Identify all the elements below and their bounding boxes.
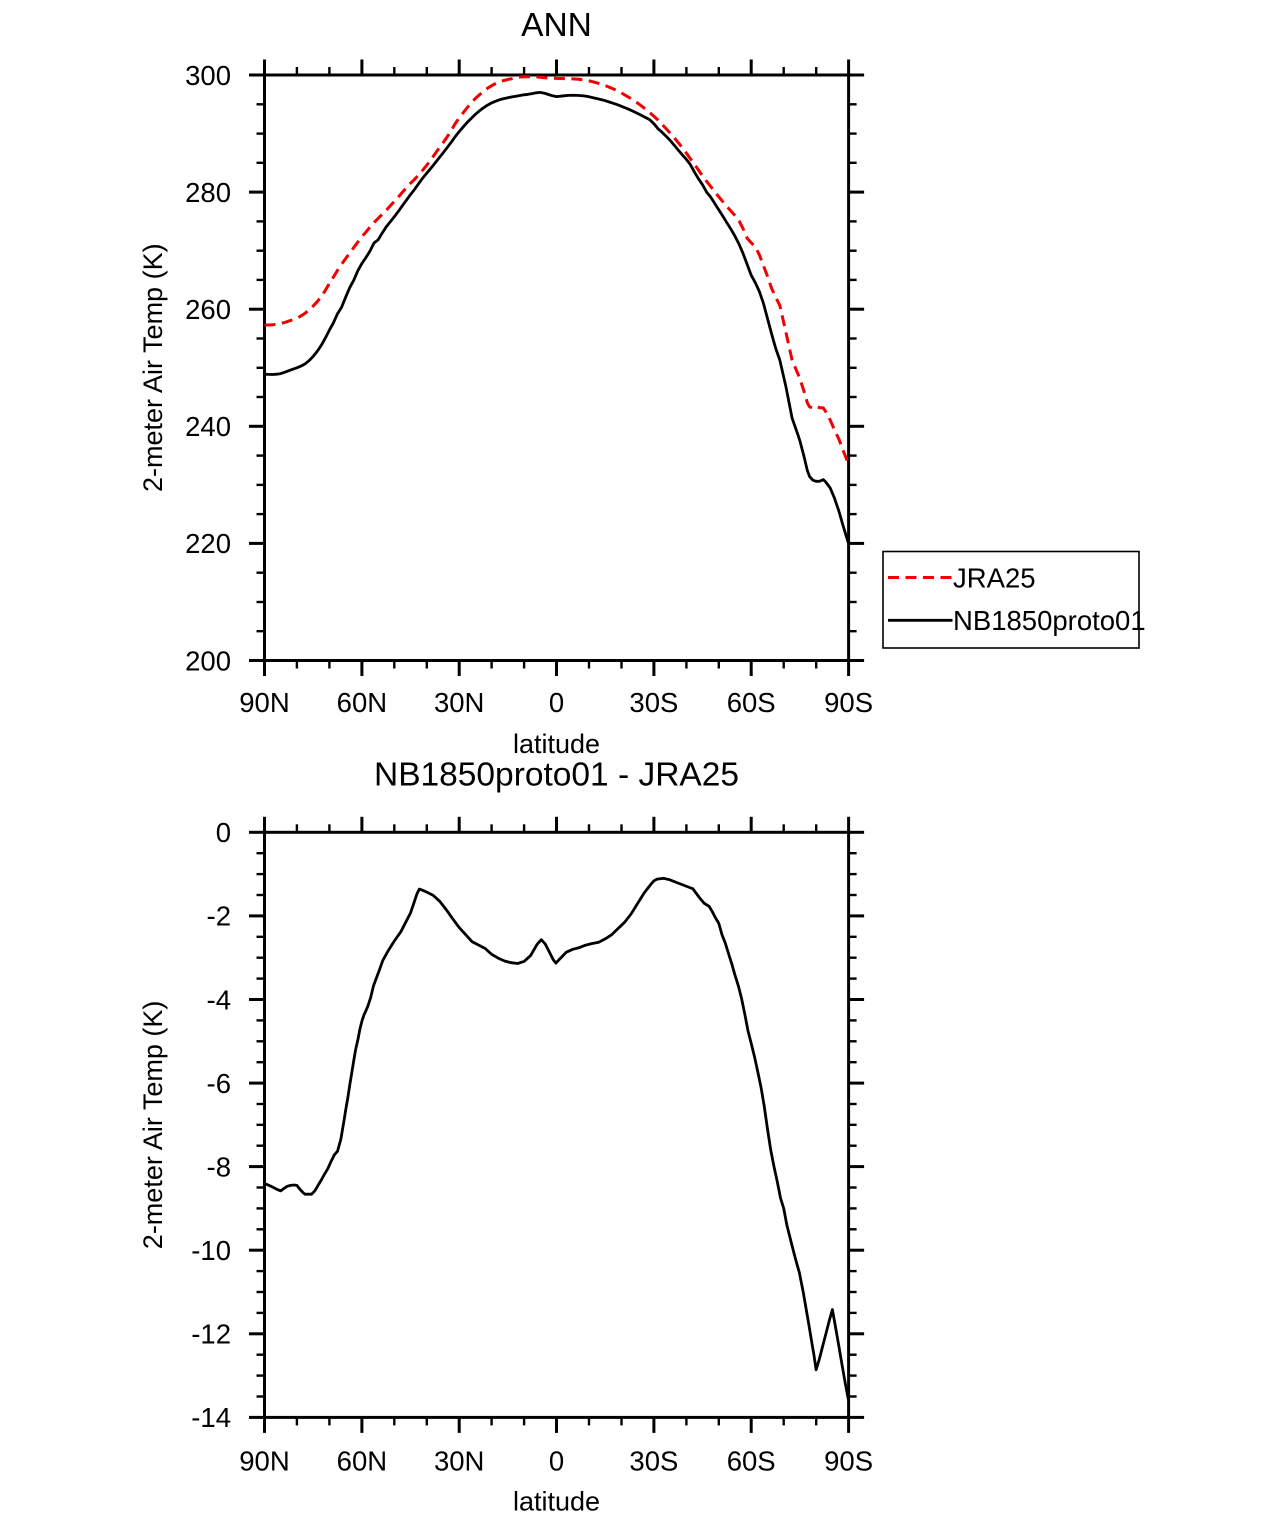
svg-text:2-meter Air Temp (K): 2-meter Air Temp (K) bbox=[138, 243, 168, 492]
svg-text:280: 280 bbox=[185, 177, 231, 208]
svg-text:300: 300 bbox=[185, 60, 231, 91]
svg-text:60N: 60N bbox=[337, 1445, 387, 1476]
svg-text:-10: -10 bbox=[191, 1235, 231, 1266]
svg-text:-8: -8 bbox=[207, 1151, 231, 1182]
svg-text:NB1850proto01: NB1850proto01 bbox=[953, 605, 1146, 636]
svg-text:90N: 90N bbox=[239, 687, 289, 718]
svg-text:ANN: ANN bbox=[521, 7, 592, 44]
svg-text:NB1850proto01 - JRA25: NB1850proto01 - JRA25 bbox=[374, 757, 739, 794]
svg-text:-6: -6 bbox=[207, 1068, 231, 1099]
svg-text:-2: -2 bbox=[207, 901, 231, 932]
svg-text:-4: -4 bbox=[207, 984, 231, 1015]
svg-text:30S: 30S bbox=[629, 1445, 678, 1476]
svg-text:90S: 90S bbox=[824, 687, 873, 718]
svg-text:0: 0 bbox=[549, 687, 564, 718]
svg-text:30N: 30N bbox=[434, 1445, 484, 1476]
svg-text:2-meter Air Temp (K): 2-meter Air Temp (K) bbox=[138, 1001, 168, 1250]
svg-text:latitude: latitude bbox=[513, 729, 600, 759]
svg-text:0: 0 bbox=[549, 1445, 564, 1476]
svg-text:-14: -14 bbox=[191, 1402, 231, 1433]
svg-text:260: 260 bbox=[185, 294, 231, 325]
svg-text:JRA25: JRA25 bbox=[953, 562, 1036, 593]
svg-text:200: 200 bbox=[185, 645, 231, 676]
svg-text:60S: 60S bbox=[727, 687, 776, 718]
svg-text:30S: 30S bbox=[629, 687, 678, 718]
svg-text:30N: 30N bbox=[434, 687, 484, 718]
svg-text:60S: 60S bbox=[727, 1445, 776, 1476]
svg-text:220: 220 bbox=[185, 528, 231, 559]
svg-text:-12: -12 bbox=[191, 1319, 231, 1350]
svg-text:240: 240 bbox=[185, 411, 231, 442]
svg-text:90S: 90S bbox=[824, 1445, 873, 1476]
svg-text:90N: 90N bbox=[239, 1445, 289, 1476]
svg-text:60N: 60N bbox=[337, 687, 387, 718]
svg-text:latitude: latitude bbox=[513, 1487, 600, 1517]
svg-text:0: 0 bbox=[216, 817, 231, 848]
